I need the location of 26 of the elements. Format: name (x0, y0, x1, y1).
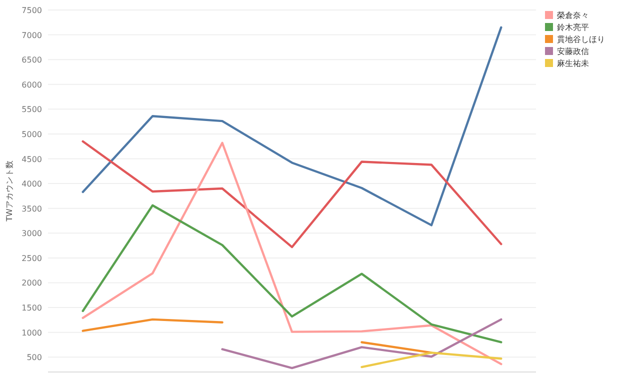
line-series (82, 26, 502, 226)
y-tick-label: 7000 (22, 30, 42, 40)
y-tick-label: 5000 (22, 130, 42, 139)
y-tick-label: 3000 (22, 229, 42, 238)
y-tick-label: 500 (26, 353, 42, 362)
y-tick-label: 6500 (22, 56, 42, 65)
y-tick-label: 1500 (22, 304, 42, 313)
line-series (82, 204, 502, 344)
y-tick-label: 4500 (22, 154, 42, 164)
y-tick-label: 7500 (22, 6, 42, 15)
y-tick-label: 3500 (22, 204, 42, 214)
y-axis-title: TWアカウント数 (5, 160, 14, 222)
y-tick-label: 1000 (22, 328, 42, 338)
y-tick-label: 2500 (22, 254, 42, 263)
line-series (82, 140, 502, 248)
y-tick-label: 2000 (22, 278, 42, 288)
legend-label: 麻生祐未 (557, 59, 589, 68)
y-tick-label: 4000 (22, 180, 42, 189)
line-series (82, 142, 502, 366)
y-tick-label: 6000 (22, 80, 42, 90)
legend-label: 安藤政信 (557, 47, 589, 56)
line-series (221, 318, 502, 370)
legend-label: 貫地谷しほり (557, 35, 605, 44)
legend-label: 榮倉奈々 (557, 11, 589, 20)
legend-label: 鈴木亮平 (557, 23, 589, 32)
y-tick-label: 5500 (22, 105, 42, 114)
